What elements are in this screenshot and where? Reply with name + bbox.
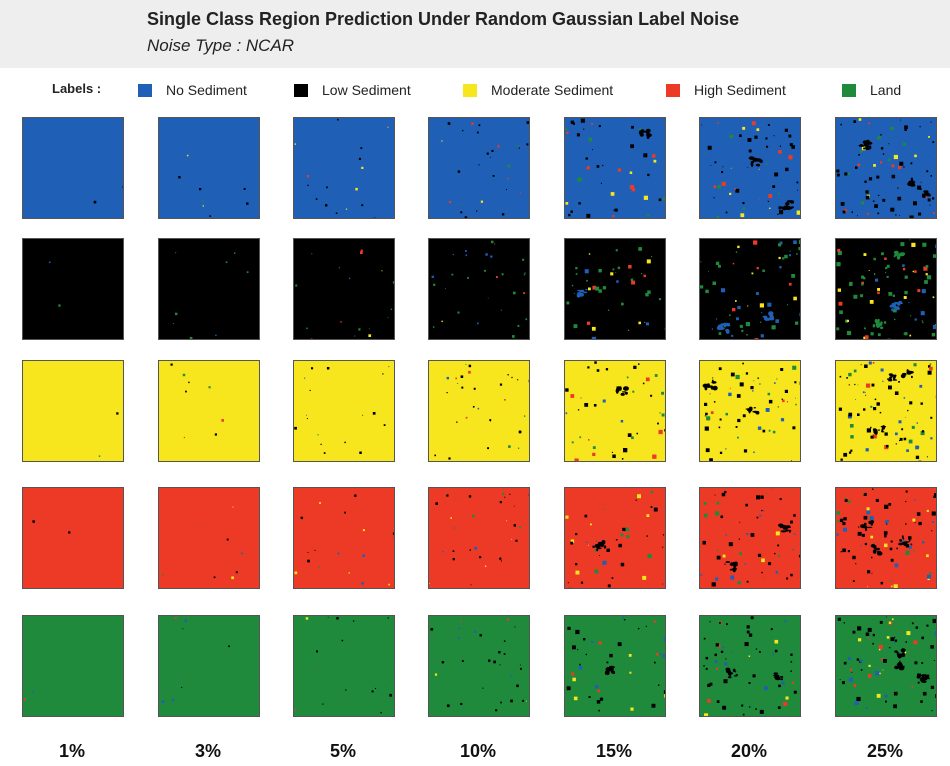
tile-low-sediment-1pct	[22, 238, 124, 340]
tile-land-10pct	[428, 615, 530, 717]
legend-swatch-low-sediment	[294, 83, 308, 97]
tile-land-3pct	[158, 615, 260, 717]
tile-moderate-sediment-1pct	[22, 360, 124, 462]
tile-low-sediment-10pct	[428, 238, 530, 340]
legend-swatch-land	[842, 83, 856, 97]
tile-moderate-sediment-5pct	[293, 360, 395, 462]
legend-text-no-sediment: No Sediment	[166, 82, 247, 98]
column-label-25: 25%	[866, 741, 904, 761]
legend-label: Labels :	[52, 81, 102, 96]
legend-swatch-moderate-sediment	[463, 83, 477, 97]
tile-high-sediment-15pct	[564, 487, 666, 589]
tile-high-sediment-5pct	[293, 487, 395, 589]
figure-header: Single Class Region Prediction Under Ran…	[0, 0, 950, 68]
figure-subtitle: Noise Type : NCAR	[147, 36, 295, 55]
column-label-1: 1%	[58, 741, 85, 761]
legend-text-land: Land	[870, 82, 902, 98]
tile-land-20pct	[699, 615, 801, 717]
tile-no-sediment-15pct	[564, 117, 666, 219]
legend-item-land: Land	[842, 80, 901, 100]
tile-no-sediment-25pct	[835, 117, 937, 219]
legend: Labels : No Sediment Low Sediment Modera…	[0, 80, 950, 100]
tile-low-sediment-3pct	[158, 238, 260, 340]
column-label-10: 10%	[459, 741, 497, 761]
tile-high-sediment-3pct	[158, 487, 260, 589]
tile-land-5pct	[293, 615, 395, 717]
tile-high-sediment-25pct	[835, 487, 937, 589]
tile-no-sediment-20pct	[699, 117, 801, 219]
tile-low-sediment-5pct	[293, 238, 395, 340]
tile-no-sediment-5pct	[293, 117, 395, 219]
tile-land-1pct	[22, 615, 124, 717]
tile-land-25pct	[835, 615, 937, 717]
legend-swatch-high-sediment	[666, 83, 680, 97]
tile-high-sediment-1pct	[22, 487, 124, 589]
legend-item-moderate-sediment: Moderate Sediment	[463, 80, 613, 100]
tile-low-sediment-15pct	[564, 238, 666, 340]
legend-text-high-sediment: High Sediment	[694, 82, 786, 98]
tile-land-15pct	[564, 615, 666, 717]
tile-no-sediment-3pct	[158, 117, 260, 219]
column-label-20: 20%	[730, 741, 768, 761]
legend-item-no-sediment: No Sediment	[138, 80, 247, 100]
tile-low-sediment-20pct	[699, 238, 801, 340]
tile-moderate-sediment-15pct	[564, 360, 666, 462]
figure-title: Single Class Region Prediction Under Ran…	[147, 9, 740, 29]
tile-moderate-sediment-20pct	[699, 360, 801, 462]
tile-moderate-sediment-10pct	[428, 360, 530, 462]
tile-high-sediment-10pct	[428, 487, 530, 589]
tile-no-sediment-10pct	[428, 117, 530, 219]
tile-high-sediment-20pct	[699, 487, 801, 589]
legend-item-high-sediment: High Sediment	[666, 80, 786, 100]
legend-item-low-sediment: Low Sediment	[294, 80, 411, 100]
legend-text-moderate-sediment: Moderate Sediment	[491, 82, 614, 98]
tile-moderate-sediment-25pct	[835, 360, 937, 462]
legend-swatch-no-sediment	[138, 83, 152, 97]
tile-no-sediment-1pct	[22, 117, 124, 219]
tile-moderate-sediment-3pct	[158, 360, 260, 462]
column-label-15: 15%	[595, 741, 633, 761]
column-label-5: 5%	[329, 741, 356, 761]
tile-low-sediment-25pct	[835, 238, 937, 340]
column-label-3: 3%	[194, 741, 221, 761]
legend-text-low-sediment: Low Sediment	[322, 82, 411, 98]
